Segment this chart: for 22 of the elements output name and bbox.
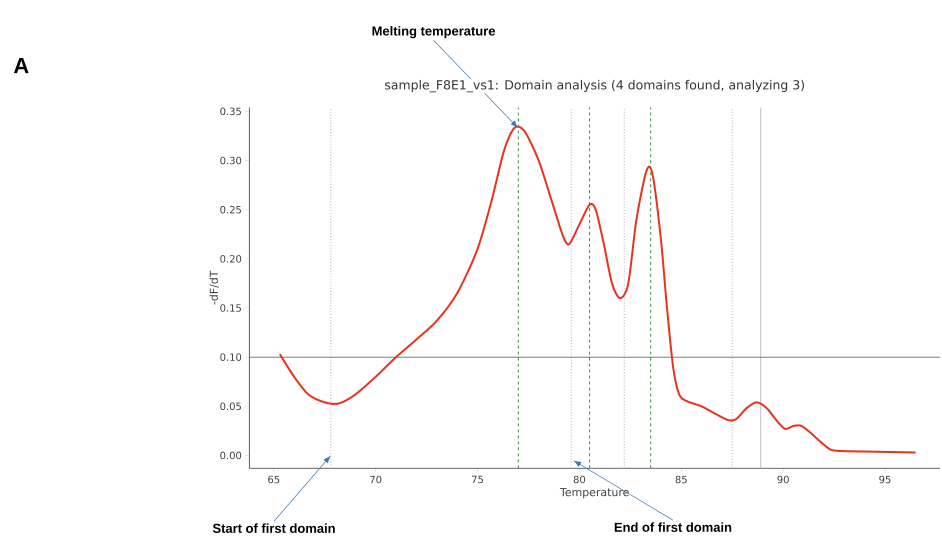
x-tick-label: 85 (676, 476, 687, 484)
annotation: End of first domain (614, 522, 732, 532)
x-tick-label: 75 (472, 476, 483, 484)
x-tick-label: 70 (370, 476, 382, 484)
y-tick-label: 0.20 (220, 254, 242, 263)
y-tick-label: 0.15 (220, 304, 241, 312)
y-tick-label: 0.00 (220, 452, 242, 460)
x-tick-label: 80 (574, 476, 586, 484)
y-axis-title: -dF/dT (209, 270, 219, 305)
y-tick-label: 0.30 (220, 156, 242, 164)
text: A (14, 58, 29, 74)
y-tick-label: 0.35 (220, 108, 241, 116)
annotation: Melting temperature (372, 26, 496, 38)
annotation: Start of first domain (212, 523, 335, 533)
chart-title: sample_F8E1_vs1: Domain analysis (4 domains found, analyzing 3) (385, 80, 804, 92)
y-tick-label: 0.25 (220, 206, 241, 214)
x-tick-label: 65 (268, 476, 280, 484)
x-tick-label: 90 (777, 476, 789, 484)
x-axis-title: Temperature (560, 488, 629, 498)
x-tick-label: 95 (879, 476, 890, 484)
y-tick-label: 0.05 (220, 402, 241, 410)
y-tick-label: 0.10 (220, 353, 242, 361)
